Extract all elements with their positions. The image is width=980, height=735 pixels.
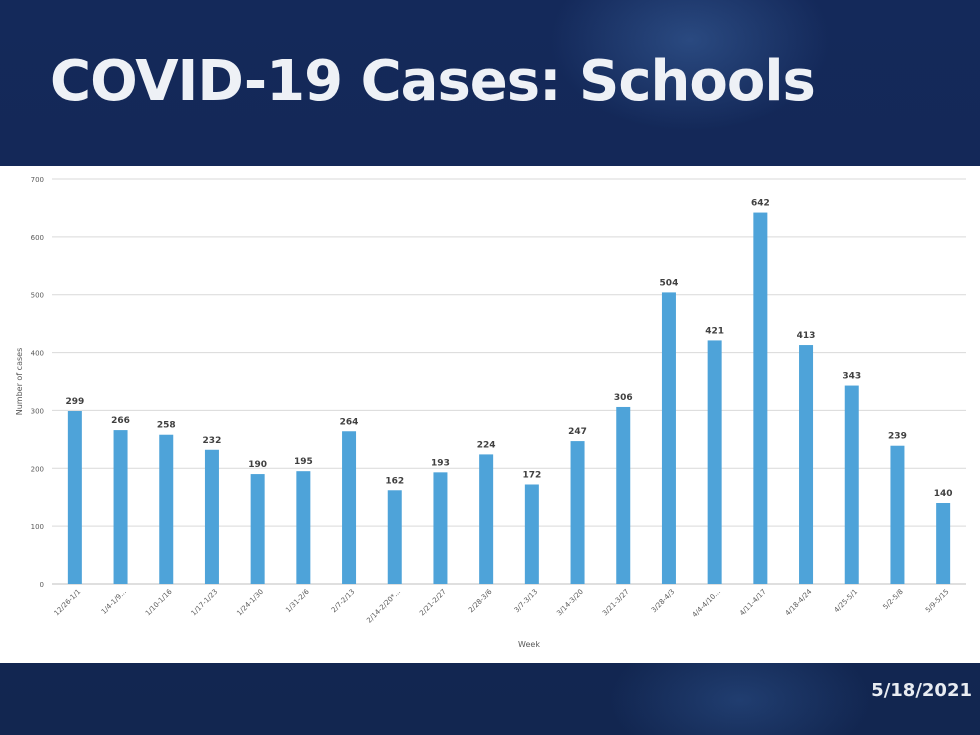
bar [844, 385, 859, 584]
y-tick-label: 500 [31, 292, 44, 300]
bar [570, 441, 585, 584]
x-tick-label: 5/2-5/8 [881, 588, 904, 611]
data-label: 642 [751, 199, 770, 209]
bar [159, 434, 174, 584]
y-tick-label: 0 [40, 581, 44, 589]
x-tick-label: 4/4-4/10... [691, 588, 722, 619]
x-tick-label: 3/7-3/13 [513, 588, 540, 615]
x-tick-label: 2/28-3/6 [467, 587, 494, 614]
bar [661, 292, 676, 584]
data-label: 264 [340, 417, 359, 427]
bar [524, 484, 539, 584]
bar [890, 445, 905, 584]
data-label: 258 [157, 421, 176, 431]
x-tick-label: 2/14-2/20*... [365, 588, 402, 625]
y-tick-label: 700 [31, 176, 44, 184]
chart-panel: 0 100 200 300 400 500 600 700 299 12/26-1/1 266 1/4… [0, 166, 980, 663]
y-axis-title: Number of cases [15, 348, 24, 416]
data-label: 266 [111, 416, 130, 426]
data-label: 421 [705, 326, 724, 336]
x-tick-label: 3/21-3/27 [601, 588, 631, 618]
data-label: 162 [385, 476, 404, 486]
bar [296, 471, 311, 584]
data-label: 190 [248, 460, 267, 470]
y-tick-label: 200 [31, 465, 44, 473]
bar [250, 474, 265, 584]
x-tick-label: 2/7-2/13 [330, 588, 357, 615]
data-label: 343 [842, 372, 861, 382]
bar [433, 472, 448, 584]
x-tick-label: 1/31-2/6 [284, 587, 311, 614]
y-tick-label: 400 [31, 350, 44, 358]
slide-title: COVID-19 Cases: Schools [50, 49, 816, 114]
data-label: 239 [888, 432, 907, 442]
x-tick-label: 4/18-4/24 [784, 587, 814, 617]
data-label: 504 [660, 278, 679, 288]
y-tick-label: 600 [31, 234, 44, 242]
x-tick-label: 12/26-1/1 [53, 588, 83, 618]
bar [616, 406, 631, 584]
data-label: 232 [203, 436, 222, 446]
bar [707, 340, 722, 584]
data-label: 172 [522, 470, 541, 480]
data-label: 140 [934, 489, 953, 499]
bar [753, 212, 768, 585]
x-tick-label: 4/25-5/1 [833, 588, 860, 615]
x-tick-label: 3/14-3/20 [555, 588, 585, 618]
data-label: 247 [568, 427, 587, 437]
bar [799, 345, 814, 584]
bar [387, 490, 402, 584]
y-tick-label: 100 [31, 523, 44, 531]
data-label: 299 [65, 397, 84, 407]
data-label: 193 [431, 458, 450, 468]
bar-chart: 0 100 200 300 400 500 600 700 299 12/26-1/1 266 1/4… [15, 176, 966, 649]
x-tick-label: 3/28-4/3 [650, 588, 677, 615]
bar [479, 454, 494, 584]
x-tick-label: 1/17-1/23 [190, 588, 220, 618]
x-tick-label: 1/24-1/30 [235, 588, 265, 618]
slide-date: 5/18/2021 [871, 680, 972, 701]
y-tick-label: 300 [31, 407, 44, 415]
bar [204, 449, 219, 584]
bar [67, 411, 82, 584]
data-label: 224 [477, 440, 496, 450]
x-tick-label: 2/21-2/27 [418, 588, 448, 618]
x-tick-label: 5/9-5/15 [924, 588, 951, 615]
data-label: 413 [797, 331, 816, 341]
x-tick-label: 1/4-1/9... [100, 588, 128, 616]
x-axis-title: Week [518, 640, 540, 649]
bar [113, 430, 128, 584]
bar [342, 431, 357, 584]
data-label: 306 [614, 393, 633, 403]
bar [936, 503, 951, 584]
x-tick-label: 1/10-1/16 [144, 587, 174, 617]
data-label: 195 [294, 457, 313, 467]
x-tick-label: 4/11-4/17 [738, 588, 768, 618]
